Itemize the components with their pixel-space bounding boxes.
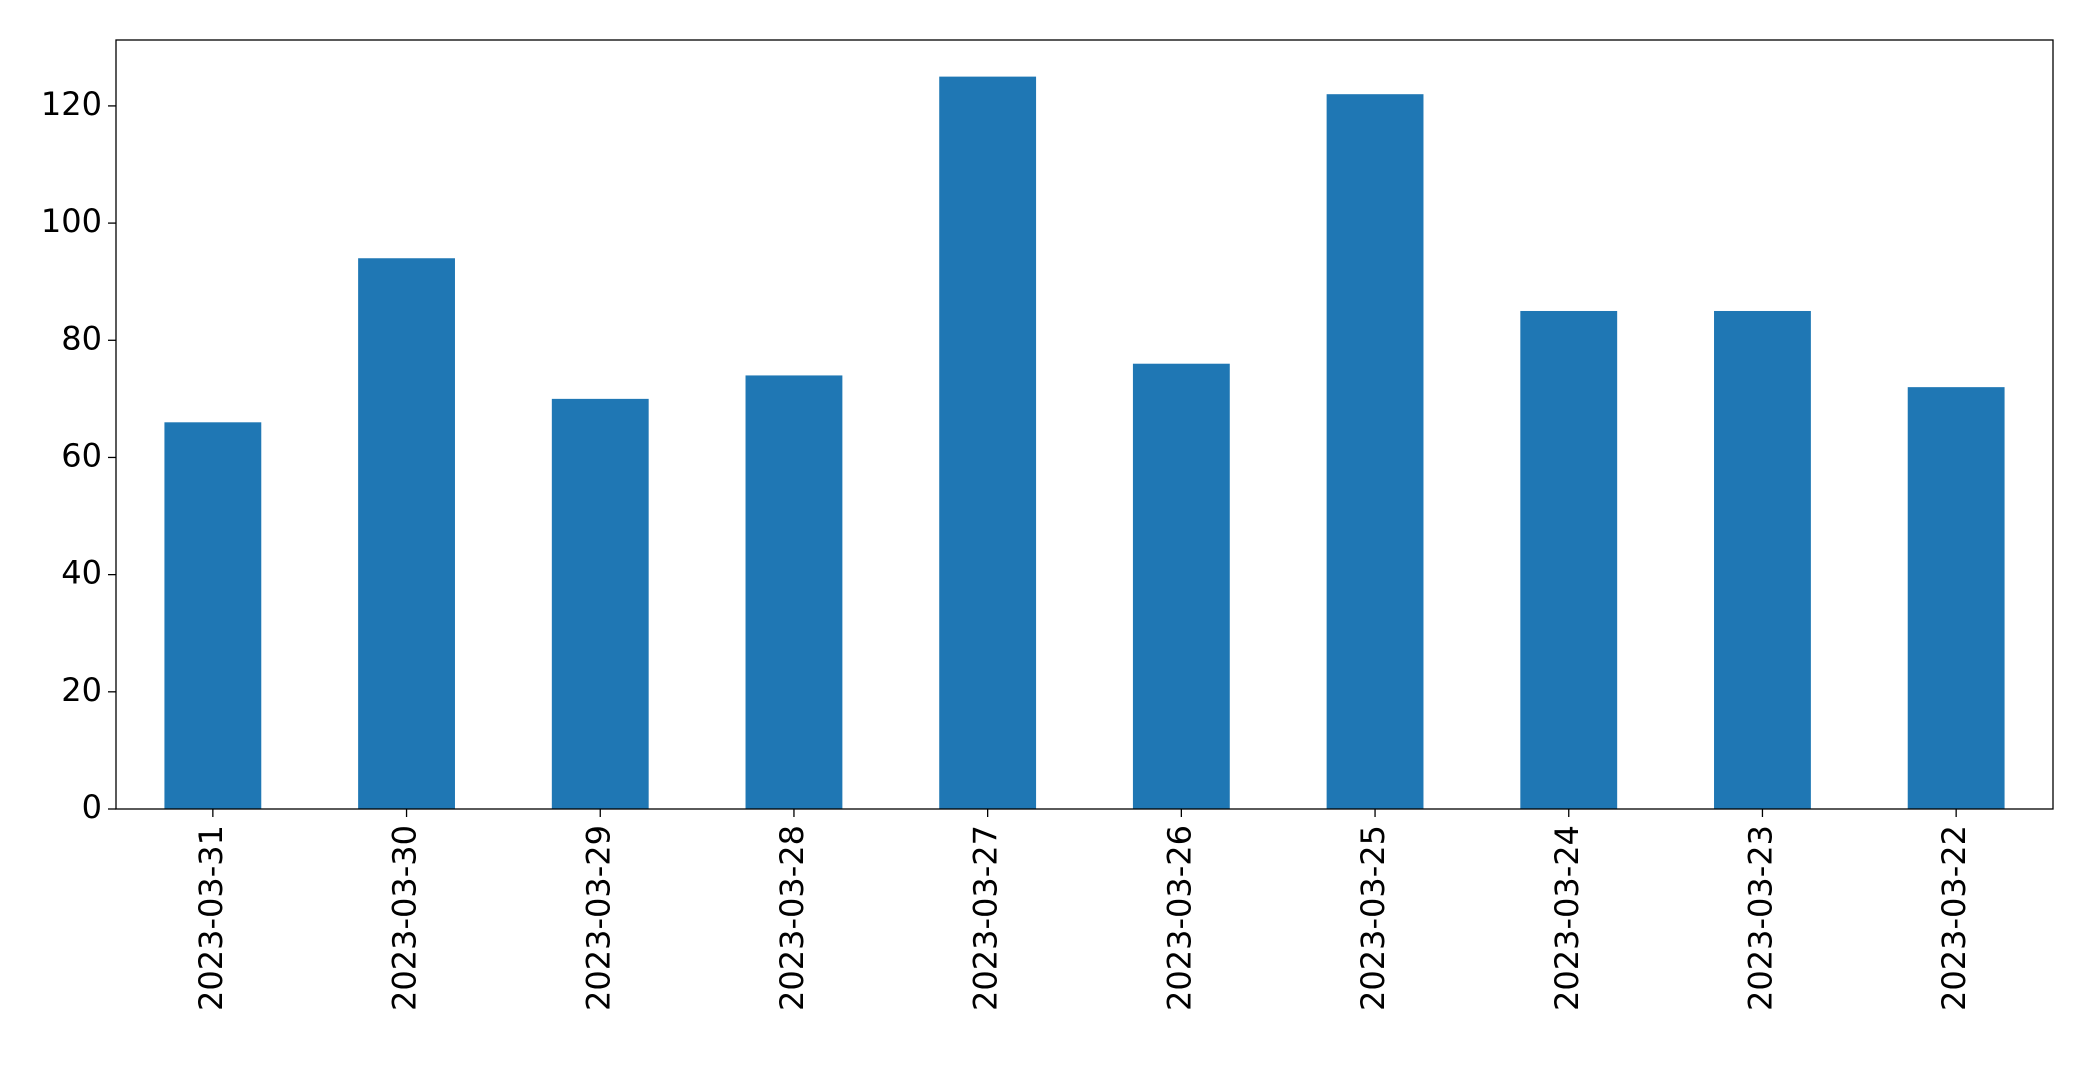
- x-tick-label: 2023-03-30: [386, 825, 424, 1011]
- x-tick-label: 2023-03-28: [773, 825, 811, 1011]
- bar: [164, 422, 262, 809]
- y-tick-label: 100: [41, 202, 102, 240]
- x-tick-label: 2023-03-23: [1741, 825, 1779, 1011]
- x-tick-label: 2023-03-22: [1935, 825, 1973, 1011]
- x-tick-label: 2023-03-29: [579, 825, 617, 1011]
- y-tick-label: 40: [61, 554, 102, 592]
- bar: [1714, 310, 1811, 809]
- y-tick-label: 80: [61, 319, 102, 357]
- plot-frame: [115, 39, 2054, 810]
- bar: [551, 398, 649, 809]
- y-tick-label: 120: [41, 85, 102, 123]
- bar: [358, 258, 455, 809]
- bar: [1326, 94, 1424, 810]
- bar: [939, 76, 1037, 810]
- y-tick-label: 20: [61, 671, 102, 709]
- bar: [1520, 310, 1618, 809]
- x-tick-label: 2023-03-25: [1354, 825, 1392, 1011]
- bar: [745, 375, 843, 809]
- y-tick-label: 0: [82, 788, 102, 826]
- x-tick-label: 2023-03-24: [1548, 825, 1586, 1011]
- x-tick-label: 2023-03-26: [1160, 825, 1198, 1011]
- bar: [1907, 387, 2005, 809]
- y-tick-label: 60: [61, 436, 102, 474]
- bar: [1132, 363, 1230, 809]
- x-tick-label: 2023-03-31: [192, 825, 230, 1011]
- x-tick-label: 2023-03-27: [967, 825, 1005, 1011]
